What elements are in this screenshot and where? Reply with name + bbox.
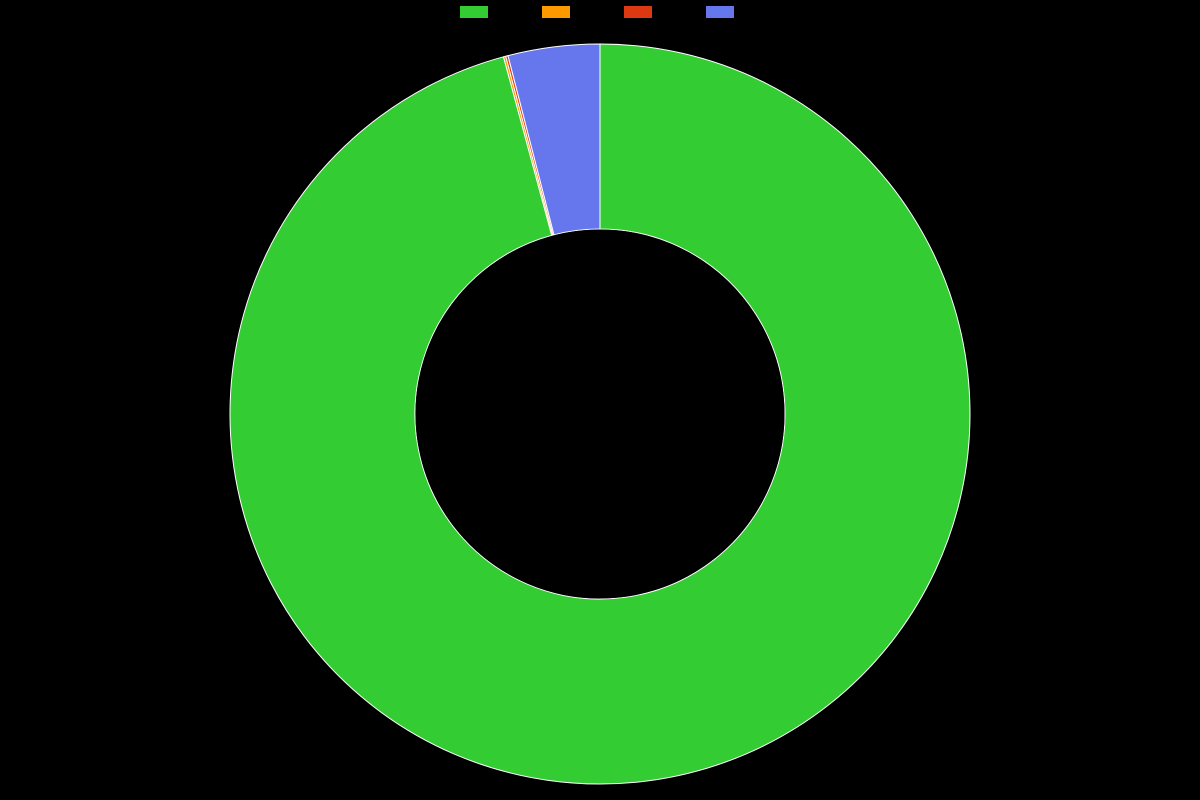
legend-item-0[interactable] [460,6,494,18]
donut-svg [0,28,1200,800]
donut-hole [416,230,785,599]
legend-item-3[interactable] [706,6,740,18]
legend-swatch-1 [542,6,570,18]
legend-swatch-0 [460,6,488,18]
legend-item-1[interactable] [542,6,576,18]
legend-swatch-3 [706,6,734,18]
legend-swatch-2 [624,6,652,18]
chart-legend [0,6,1200,18]
legend-item-2[interactable] [624,6,658,18]
donut-chart [0,28,1200,800]
